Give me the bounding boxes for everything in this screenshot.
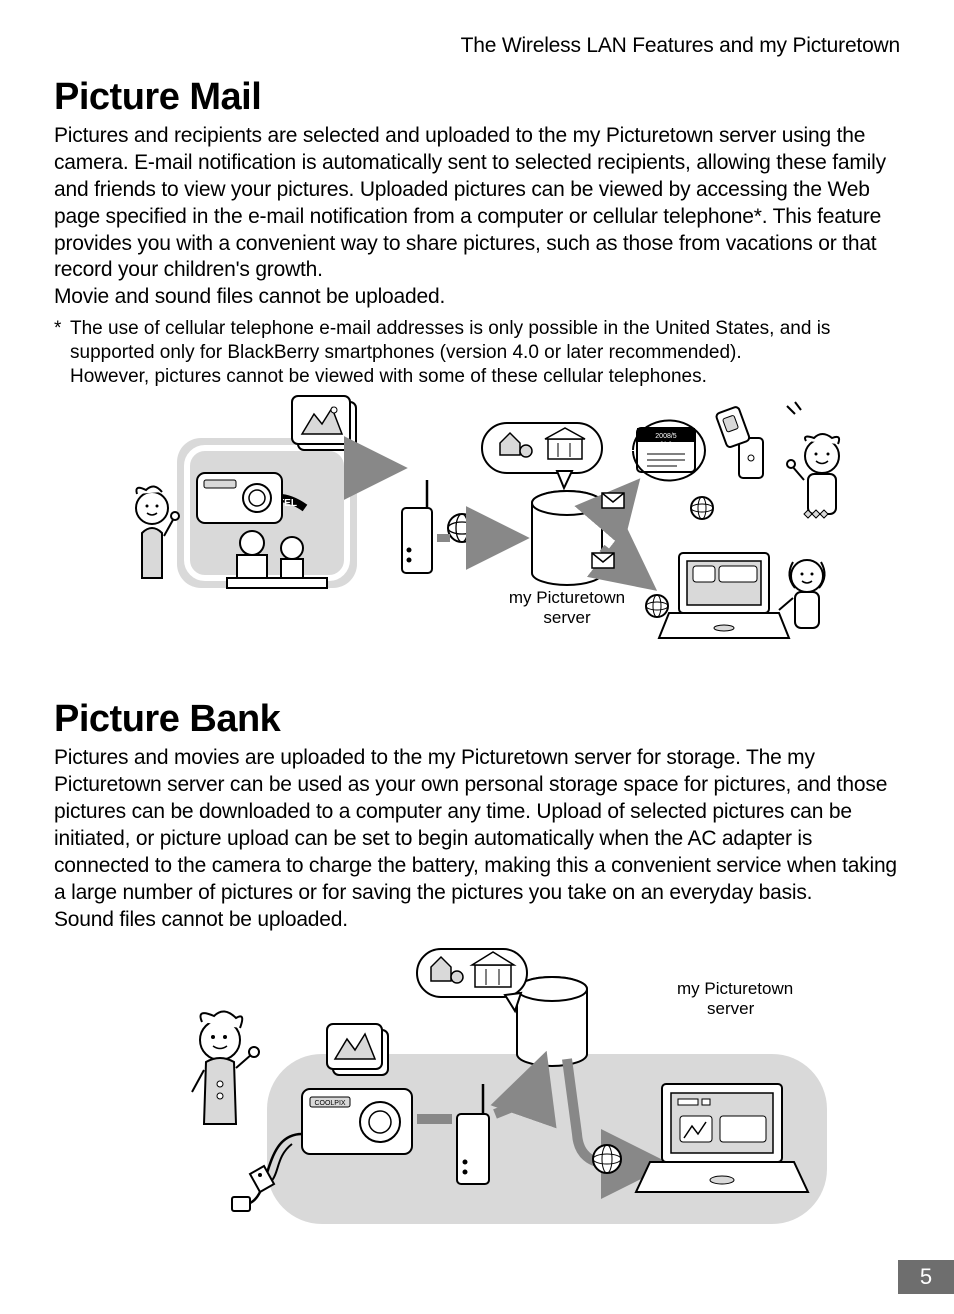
svg-text:2008/5: 2008/5: [655, 433, 677, 440]
picture-bank-diagram: my Picturetown server: [54, 934, 900, 1244]
svg-text:COOLPIX: COOLPIX: [314, 1100, 345, 1107]
page-number: 5: [898, 1260, 954, 1294]
svg-text:21:2: 21:2: [660, 442, 672, 448]
server-label-1b: server: [543, 608, 591, 627]
picture-mail-diagram: HOTEL: [54, 388, 900, 688]
page-header: The Wireless LAN Features and my Picture…: [54, 34, 900, 58]
section-title-picture-mail: Picture Mail: [54, 76, 900, 119]
section-title-picture-bank: Picture Bank: [54, 698, 900, 741]
server-label-2b: server: [707, 999, 755, 1018]
server-label-1a: my Picturetown: [509, 588, 625, 607]
footnote-text: The use of cellular telephone e-mail add…: [70, 317, 900, 388]
picture-mail-body-2: Movie and sound files cannot be uploaded…: [54, 284, 900, 311]
server-label-2a: my Picturetown: [677, 979, 793, 998]
picture-bank-body-2: Sound files cannot be uploaded.: [54, 907, 900, 934]
picture-mail-footnote: * The use of cellular telephone e-mail a…: [54, 317, 900, 388]
picture-bank-body-1: Pictures and movies are uploaded to the …: [54, 745, 900, 906]
footnote-star: *: [54, 317, 70, 388]
picture-mail-body-1: Pictures and recipients are selected and…: [54, 123, 900, 284]
